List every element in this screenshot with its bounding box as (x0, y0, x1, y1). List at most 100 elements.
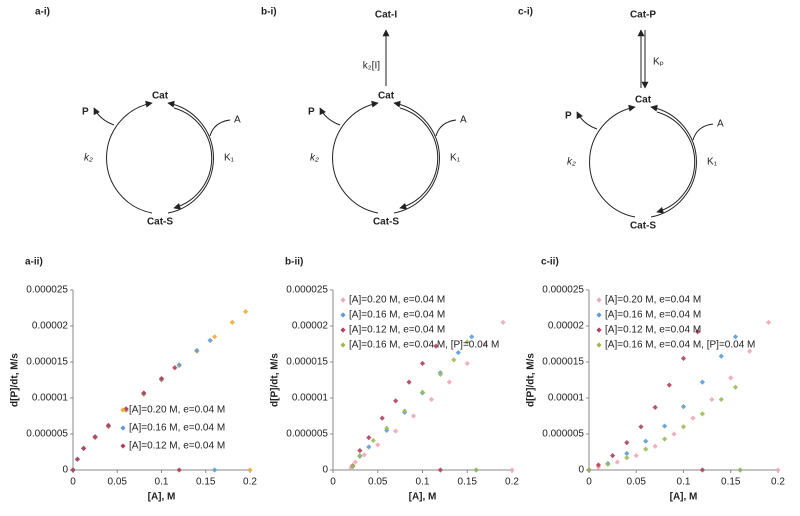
product-arrow (319, 107, 341, 126)
y-axis-label: d[P]/dt, M/s (10, 353, 21, 407)
legend-marker (596, 342, 602, 348)
data-point (207, 337, 213, 343)
data-point (366, 435, 372, 441)
legend-marker (340, 327, 346, 333)
data-point (70, 467, 76, 473)
data-point (366, 444, 372, 450)
data-point (662, 436, 668, 442)
y-tick-label: 0.00002 (32, 321, 69, 332)
y-tick-label: 0.00001 (32, 393, 69, 404)
product: P (82, 107, 89, 118)
x-tick-label: 0.1 (416, 477, 430, 488)
legend-label: [A]=0.16 M, e=0.04 M (129, 423, 225, 434)
data-point (375, 442, 381, 448)
legend-label: [A]=0.16 M, e=0.04 M (605, 310, 701, 321)
y-axis-label: d[P]/dt, M/s (270, 353, 281, 407)
data-point (74, 456, 81, 462)
substrate: A (460, 115, 467, 126)
x-axis-label: [A], M (148, 492, 176, 503)
x-tick-label: 0.2 (505, 477, 519, 488)
rate-k1: K₁ (707, 157, 718, 168)
node-cat: Cat (635, 95, 652, 106)
data-point (652, 404, 658, 410)
data-point (586, 467, 592, 473)
data-point (728, 375, 734, 381)
data-point (732, 334, 739, 340)
x-tick-label: 0.2 (243, 477, 257, 488)
x-tick-label: 0.05 (368, 477, 388, 488)
x-axis-label: [A], M (409, 492, 437, 503)
data-point (718, 396, 724, 403)
panel-label: b-ii) (285, 257, 303, 268)
legend-marker (596, 327, 602, 333)
data-point (643, 438, 649, 444)
node-cat: Cat (378, 91, 395, 102)
x-tick-label: 0.05 (108, 477, 128, 488)
data-point (348, 465, 354, 471)
panel-label: a-ii) (25, 257, 43, 268)
cycle-left-arc (589, 104, 636, 218)
data-point (638, 424, 644, 430)
data-point (172, 365, 178, 371)
data-point (624, 455, 630, 461)
data-point (357, 447, 363, 454)
product: P (308, 107, 315, 118)
substrate-arrow (209, 119, 231, 137)
data-point (718, 353, 724, 359)
data-point (699, 411, 705, 417)
data-point (699, 379, 705, 385)
data-point (666, 382, 672, 388)
data-point (158, 375, 165, 382)
data-point (242, 309, 249, 315)
data-point (671, 431, 677, 437)
data-point (433, 343, 439, 349)
rate-k2: k₂ (567, 157, 576, 168)
y-tick-label: 0.00001 (292, 393, 329, 404)
data-point (451, 357, 457, 363)
node-cat-s: Cat-S (373, 217, 399, 228)
data-point (247, 467, 253, 473)
data-point (419, 360, 426, 367)
y-tick-label: 0.00002 (548, 321, 585, 332)
product-arrow (93, 107, 115, 126)
legend-label: [A]=0.12 M, e=0.04 M (129, 441, 225, 452)
data-point (680, 404, 687, 410)
data-point (690, 415, 696, 421)
x-axis-label: [A], M (670, 492, 698, 503)
data-point (765, 319, 772, 325)
data-point (437, 467, 443, 473)
data-point (737, 467, 743, 473)
data-point (402, 408, 408, 414)
x-tick-label: 0.05 (627, 477, 647, 488)
y-tick-label: 0.000015 (26, 357, 68, 368)
substrate-arrow (435, 119, 457, 137)
y-tick-label: 0 (578, 465, 584, 476)
data-point (212, 334, 218, 340)
x-tick-label: 0.1 (677, 477, 691, 488)
data-point (469, 334, 475, 340)
data-point (605, 461, 611, 467)
legend-marker (120, 407, 126, 413)
cycle-right-arc (650, 104, 697, 218)
y-tick-label: 0.00002 (292, 321, 329, 332)
data-point (384, 425, 390, 431)
data-point (123, 406, 129, 412)
data-point (595, 462, 602, 468)
data-point (446, 379, 452, 385)
side-rate: k₂[I] (363, 61, 380, 72)
product: P (565, 111, 572, 122)
data-point (428, 396, 435, 403)
panel-label: c-ii) (541, 257, 559, 268)
data-point (482, 341, 488, 347)
cycle-left-arc (106, 100, 153, 214)
legend-label: [A]=0.20 M, e=0.04 M (349, 295, 445, 306)
data-point (709, 396, 715, 403)
rate-k1: K₁ (450, 153, 461, 164)
y-tick-label: 0.000005 (286, 429, 328, 440)
legend-label: [A]=0.12 M, e=0.04 M (605, 325, 701, 336)
data-point (141, 390, 147, 396)
side-node: Cat-P (630, 10, 656, 21)
product-arrow (576, 111, 598, 130)
data-point (92, 434, 98, 440)
